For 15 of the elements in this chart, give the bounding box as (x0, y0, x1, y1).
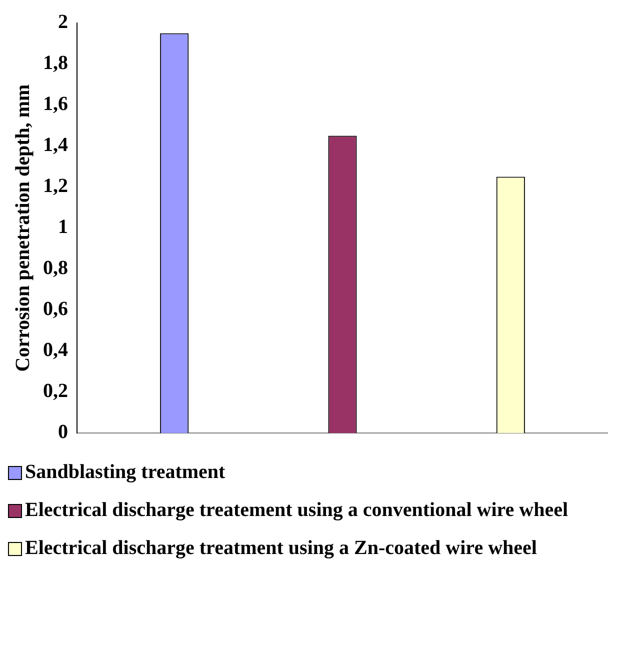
y-tick-label: 2 (58, 11, 68, 34)
y-tick-label: 1,8 (43, 52, 68, 74)
y-tick-label: 1,6 (43, 93, 68, 116)
y-tick-label: 0,2 (43, 380, 68, 402)
legend-label: Electrical discharge treatement using a conventional wire wheel (25, 498, 568, 522)
y-tick-label: 0,4 (43, 339, 68, 362)
y-tick-label: 0,8 (43, 257, 68, 280)
y-tick-label: 0,6 (43, 298, 68, 320)
y-tick-label: 1 (58, 216, 68, 238)
y-tick-label: 1,4 (43, 134, 68, 156)
legend-label: Sandblasting treatment (25, 460, 226, 484)
y-tick-label: 0 (58, 421, 68, 444)
y-axis-title: Corrosion penetration depth, mm (12, 84, 34, 372)
legend-label: Electrical discharge treatment using a Zn-coated wire wheel (25, 536, 537, 560)
y-tick-label: 1,2 (43, 175, 68, 198)
